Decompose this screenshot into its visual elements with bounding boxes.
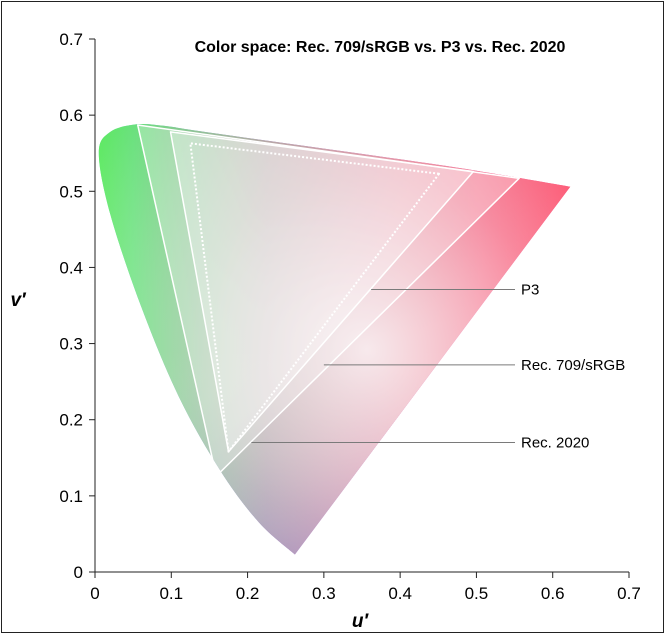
y-tick-label: 0.3 (59, 335, 83, 354)
chart-title: Color space: Rec. 709/sRGB vs. P3 vs. Re… (195, 39, 566, 56)
y-tick-label: 0.6 (59, 106, 83, 125)
y-tick-label: 0.5 (59, 182, 83, 201)
x-tick-label: 0.6 (541, 584, 565, 603)
gamut-triangle-rec-2020 (136, 124, 520, 477)
gamut-triangles (136, 124, 520, 477)
x-tick-label: 0.7 (617, 584, 641, 603)
x-axis-title: u′ (352, 611, 370, 632)
gamut-triangle-p3 (169, 131, 475, 453)
x-tick-label: 0.4 (388, 584, 412, 603)
x-tick-label: 0.1 (159, 584, 183, 603)
y-tick-label: 0.1 (59, 487, 83, 506)
x-tick-label: 0 (90, 584, 99, 603)
axes: 0 0.1 0.2 0.3 0.4 0.5 0.6 0.7 0 0.1 0.2 0.3 0.4 0.5 0.… (59, 30, 640, 603)
callout-label: P3 (521, 282, 539, 299)
x-tick-label: 0.5 (465, 584, 489, 603)
gamut-triangle-rec-709-srgb (189, 142, 441, 453)
callout-label: Rec. 2020 (521, 435, 589, 452)
y-tick-label: 0.2 (59, 411, 83, 430)
x-tick-label: 0.3 (312, 584, 336, 603)
y-tick-label: 0.4 (59, 258, 83, 277)
y-axis-title: v′ (10, 290, 27, 311)
callout-label: Rec. 709/sRGB (521, 357, 625, 374)
x-tick-label: 0.2 (236, 584, 260, 603)
gamut-callouts: P3 Rec. 709/sRGB Rec. 2020 (251, 282, 625, 452)
y-tick-label: 0.7 (59, 30, 83, 49)
y-tick-label: 0 (74, 563, 83, 582)
